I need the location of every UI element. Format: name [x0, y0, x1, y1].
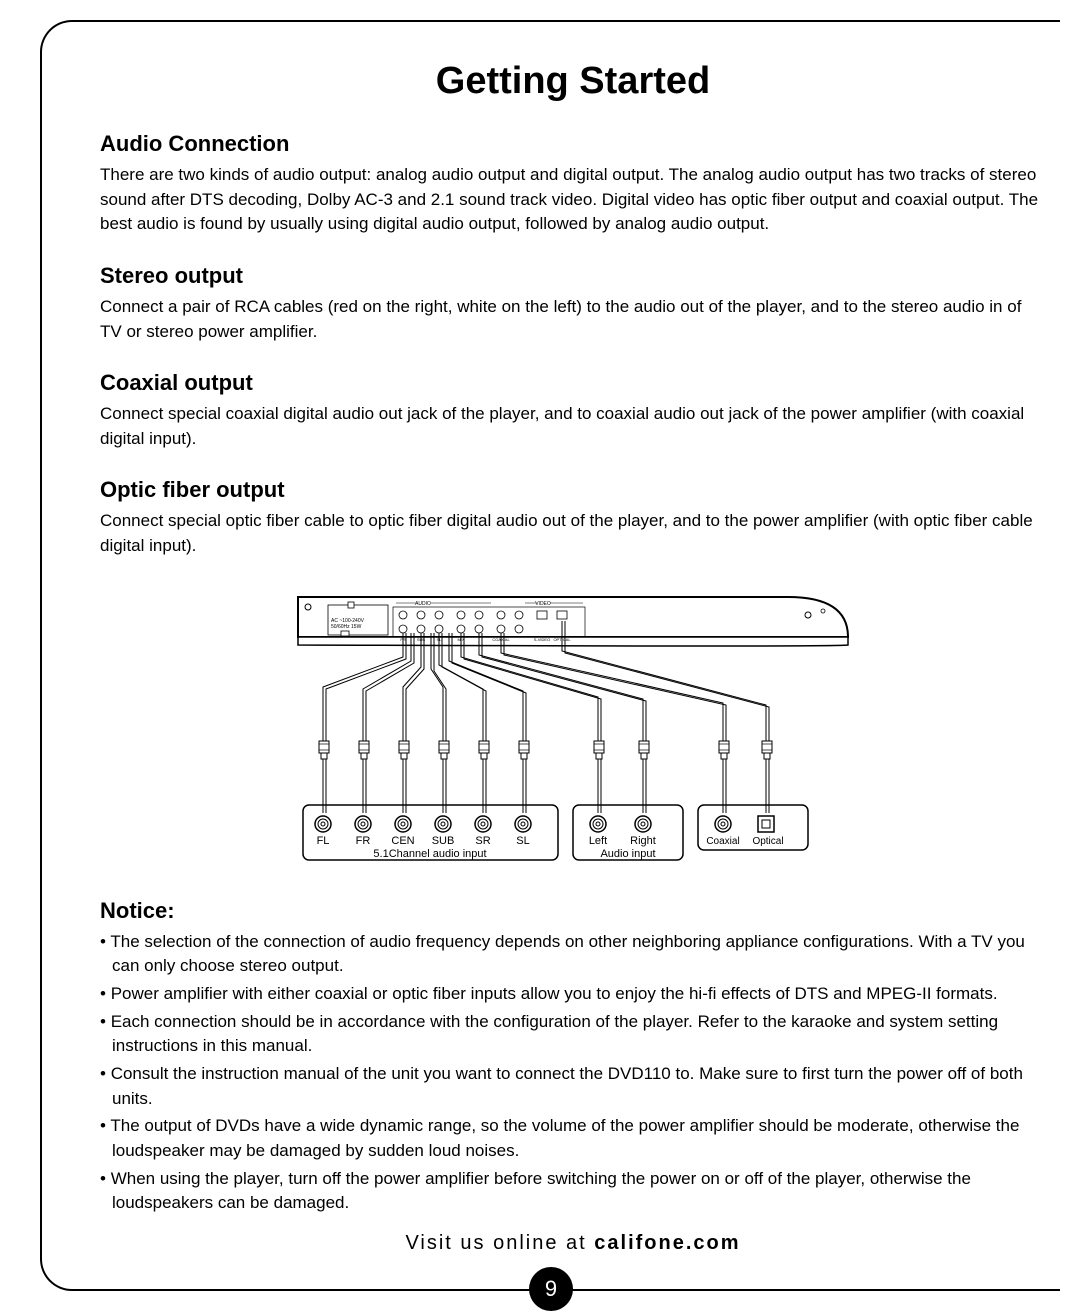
notice-item: When using the player, turn off the powe… [100, 1167, 1046, 1216]
notice-item: Each connection should be in accordance … [100, 1010, 1046, 1059]
heading-coaxial-output: Coaxial output [100, 370, 1046, 396]
jack-label: FR [356, 835, 371, 847]
jack-label: CEN [391, 835, 414, 847]
heading-audio-connection: Audio Connection [100, 131, 1046, 157]
footer-domain: califone.com [594, 1232, 740, 1254]
page-title: Getting Started [100, 60, 1046, 103]
body-optic-fiber-output: Connect special optic fiber cable to opt… [100, 509, 1046, 558]
notice-item: Power amplifier with either coaxial or o… [100, 982, 1046, 1007]
notice-item: The selection of the connection of audio… [100, 930, 1046, 979]
jack-label: Right [630, 835, 656, 847]
label-video-group: VIDEO [535, 601, 551, 607]
notice-item: Consult the instruction manual of the un… [100, 1062, 1046, 1111]
jack-label: SR [475, 835, 490, 847]
jack-label: Coaxial [706, 836, 739, 847]
body-coaxial-output: Connect special coaxial digital audio ou… [100, 402, 1046, 451]
jack-label: Left [589, 835, 607, 847]
box-caption-stereo: Audio input [600, 848, 655, 860]
jack-label: Optical [752, 836, 783, 847]
cable-plugs [319, 741, 772, 759]
label-audio-group: AUDIO [415, 601, 431, 607]
body-stereo-output: Connect a pair of RCA cables (red on the… [100, 295, 1046, 344]
notice-item: The output of DVDs have a wide dynamic r… [100, 1114, 1046, 1163]
box-caption-surround: 5.1Channel audio input [373, 848, 486, 860]
footer-link: Visit us online at califone.com [100, 1232, 1046, 1255]
jack-label: SUB [432, 835, 455, 847]
port-label: S-VIDEO [534, 637, 550, 642]
body-audio-connection: There are two kinds of audio output: ana… [100, 163, 1046, 237]
notice-list: The selection of the connection of audio… [100, 930, 1046, 1216]
heading-notice: Notice: [100, 898, 1046, 924]
jack-label: FL [317, 835, 330, 847]
power-label-2: 50/60Hz 15W [331, 624, 362, 630]
heading-optic-fiber-output: Optic fiber output [100, 477, 1046, 503]
footer-prefix: Visit us online at [405, 1232, 594, 1254]
jack-label: SL [516, 835, 529, 847]
heading-stereo-output: Stereo output [100, 263, 1046, 289]
page-number-badge: 9 [529, 1267, 573, 1311]
wiring-diagram: AC ~100-240V 50/60Hz 15W AUDIO VIDEO [293, 587, 853, 872]
